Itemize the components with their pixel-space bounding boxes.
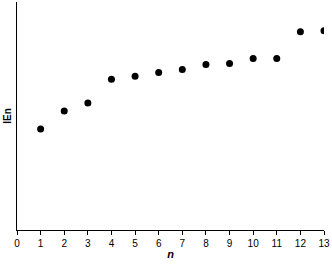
svg-text:8: 8 [203,238,209,249]
svg-text:0: 0 [14,238,20,249]
svg-text:n: n [167,248,174,260]
svg-text:1: 1 [38,238,44,249]
svg-text:10: 10 [248,238,260,249]
svg-text:5: 5 [132,238,138,249]
svg-text:7: 7 [180,238,186,249]
svg-text:6: 6 [156,238,162,249]
svg-text:3: 3 [85,238,91,249]
svg-text:9: 9 [227,238,233,249]
svg-text:4: 4 [109,238,115,249]
svg-text:2: 2 [61,238,67,249]
svg-text:11: 11 [272,238,283,249]
svg-text:13: 13 [318,238,330,249]
svg-text:12: 12 [295,238,307,249]
svg-text:IEn: IEn [2,108,13,124]
